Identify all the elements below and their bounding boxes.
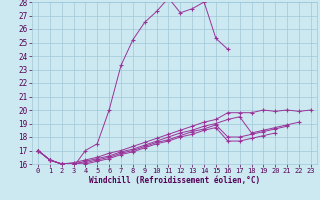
X-axis label: Windchill (Refroidissement éolien,°C): Windchill (Refroidissement éolien,°C) [89, 176, 260, 185]
